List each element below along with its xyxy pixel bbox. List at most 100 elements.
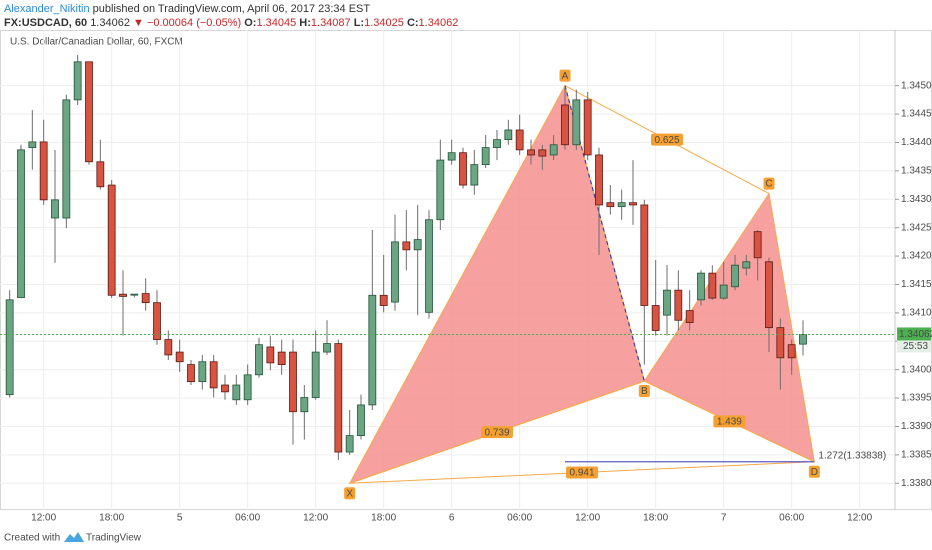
- ohlc-key: L:: [354, 17, 364, 29]
- candle-body: [742, 261, 751, 269]
- candle-body: [753, 231, 762, 259]
- candle-body: [719, 284, 728, 299]
- ratio-label: 0.941: [569, 468, 594, 479]
- y-tick-label: 1.34100: [901, 308, 932, 319]
- brand-logo: [64, 532, 84, 542]
- y-tick-label: 1.34400: [901, 137, 932, 148]
- pattern-point-label-box: [559, 69, 571, 82]
- ratio-label: 0.739: [484, 427, 509, 438]
- candle-body: [538, 149, 547, 157]
- ratio-label-box: [713, 415, 746, 428]
- ohlc-key: C:: [407, 17, 419, 29]
- candle-body: [799, 334, 807, 345]
- ohlc-value: 1.34087: [311, 17, 351, 29]
- candle-body: [153, 302, 161, 340]
- candle-body: [28, 141, 37, 148]
- candle-body: [175, 351, 184, 363]
- x-tick-label: 18:00: [371, 513, 396, 524]
- candle-body: [447, 152, 456, 161]
- y-tick-label: 1.33800: [901, 478, 932, 489]
- candle-body: [164, 339, 173, 356]
- candle-body: [221, 384, 229, 393]
- pattern-point-label: X: [346, 488, 353, 499]
- candle-body: [776, 327, 785, 359]
- candle-body: [629, 202, 637, 206]
- candle-body: [119, 293, 127, 297]
- y-tick-label: 1.34350: [901, 166, 932, 177]
- y-tick-label: 1.34000: [901, 364, 932, 375]
- y-tick-label: 1.34450: [901, 109, 932, 120]
- candle-body: [266, 346, 275, 364]
- x-tick-label: 12:00: [31, 513, 56, 524]
- candle-body: [73, 61, 82, 101]
- x-tick-label: 5: [177, 513, 183, 524]
- candle-body: [311, 351, 320, 398]
- x-tick-label: 7: [721, 513, 727, 524]
- candle-body: [481, 147, 490, 166]
- candle-body: [345, 435, 354, 453]
- ratio-label: 1.439: [717, 417, 742, 428]
- pattern-point-label-box: [638, 385, 650, 398]
- ohlc-key: O:: [244, 17, 256, 29]
- candle-body: [583, 99, 592, 156]
- candle-body: [300, 397, 309, 413]
- candle-body: [787, 344, 796, 359]
- x-tick-label: 18:00: [643, 513, 668, 524]
- y-tick-label: 1.34500: [901, 80, 932, 91]
- y-tick-label: 1.34300: [901, 194, 932, 205]
- candle-body: [685, 310, 694, 323]
- candle-body: [663, 289, 671, 316]
- candle-body: [765, 261, 773, 329]
- brand[interactable]: TradingView: [86, 533, 142, 544]
- candle-body: [357, 404, 365, 436]
- candle-body: [708, 272, 717, 299]
- pattern-point-label-box: [344, 487, 356, 500]
- candle-body: [62, 99, 71, 219]
- candle-body: [391, 241, 399, 303]
- y-tick-label: 1.34150: [901, 279, 932, 290]
- countdown: 25:53: [903, 341, 928, 352]
- candle-body: [5, 299, 14, 396]
- candle-body: [413, 239, 422, 251]
- candle-body: [141, 293, 150, 304]
- candle-body: [107, 184, 116, 296]
- projection-label: 1.272(1.33838): [818, 450, 886, 461]
- candle-body: [402, 241, 411, 251]
- footer-text: Created with: [4, 533, 60, 544]
- candle-body: [674, 289, 683, 321]
- last-price-box: [897, 327, 931, 341]
- candle-body: [198, 361, 207, 383]
- candle-body: [459, 152, 467, 186]
- candle-body: [572, 99, 581, 146]
- y-tick-label: 1.34250: [901, 222, 932, 233]
- pattern-point-label: B: [641, 386, 648, 397]
- candle-body: [85, 61, 93, 163]
- candle-body: [640, 204, 649, 306]
- candle-body: [731, 264, 739, 288]
- candle-body: [549, 144, 558, 156]
- pattern-point-label-box: [763, 177, 775, 190]
- candle-body: [379, 294, 388, 306]
- author[interactable]: Alexander_Nikitin: [4, 3, 90, 15]
- ohlc-value: 1.34045: [256, 17, 296, 29]
- x-tick-label: 12:00: [847, 513, 872, 524]
- candle-body: [617, 202, 626, 208]
- candle-body: [232, 384, 241, 401]
- ohlc-value: 1.34062: [419, 17, 459, 29]
- header-line: Alexander_Nikitin published on TradingVi…: [4, 3, 370, 15]
- x-tick-label: 6: [449, 513, 455, 524]
- y-tick-label: 1.33850: [901, 450, 932, 461]
- candle-body: [515, 129, 524, 151]
- ohlc-key: H:: [299, 17, 311, 29]
- candle-body: [17, 149, 25, 298]
- candle-body: [470, 164, 479, 186]
- change: ▼ −0.00064 (−0.05%): [133, 17, 241, 29]
- x-tick-label: 06:00: [507, 513, 532, 524]
- candle-body: [368, 294, 377, 406]
- pattern-point-label: A: [562, 71, 569, 82]
- pattern-point-label: D: [811, 467, 818, 478]
- candle-body: [527, 149, 535, 156]
- y-tick-label: 1.34200: [901, 251, 932, 262]
- x-tick-label: 06:00: [779, 513, 804, 524]
